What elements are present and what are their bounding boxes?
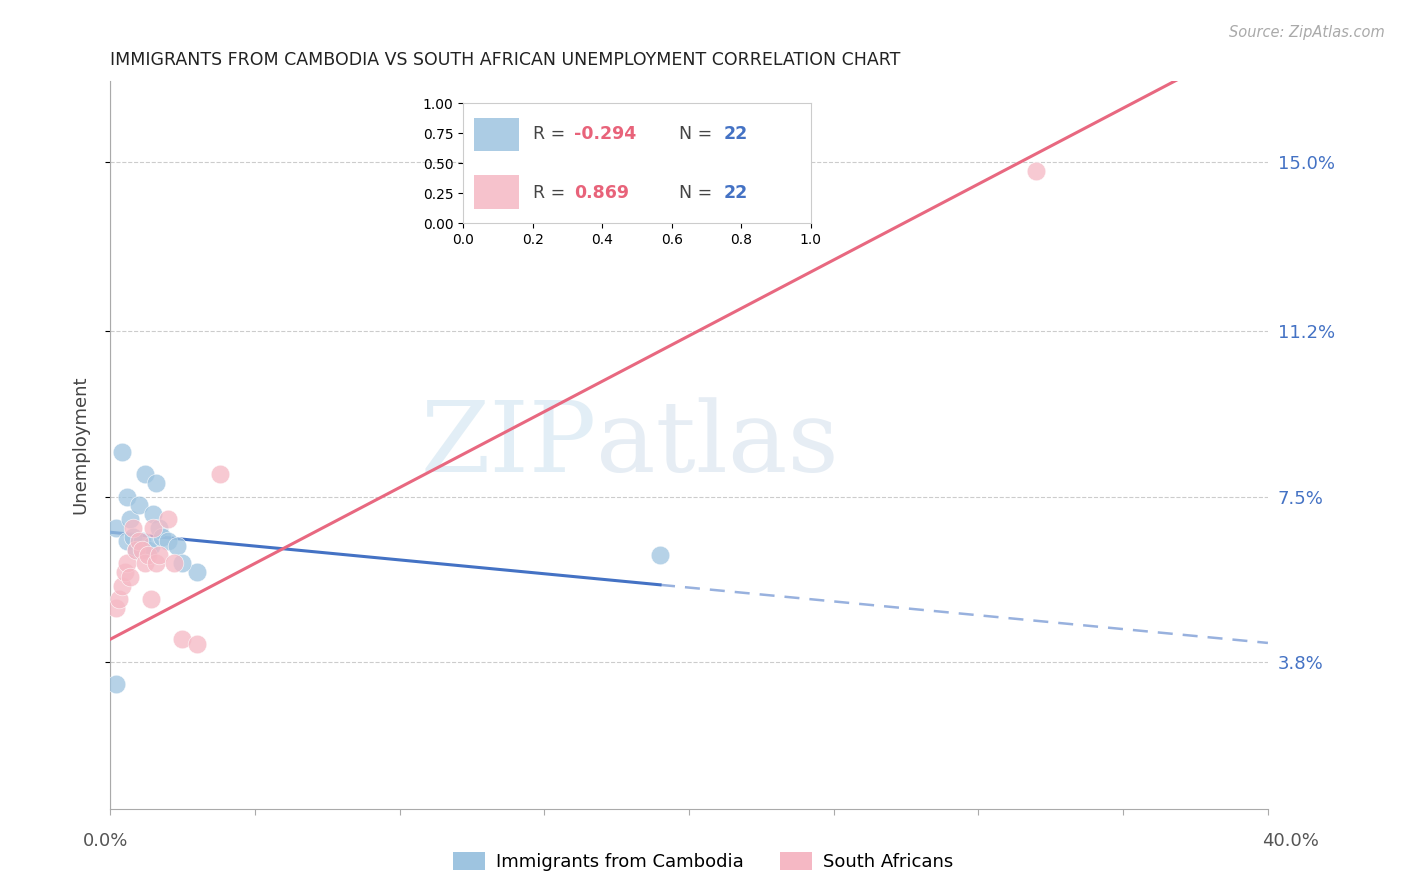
Point [111,445,134,459]
Point [150,530,173,544]
Point [128,499,150,513]
Point [120,512,142,526]
Point [136,543,159,558]
Point [186,637,208,651]
Point [117,557,139,571]
Point [142,508,165,522]
Legend: Immigrants from Cambodia, South Africans: Immigrants from Cambodia, South Africans [446,846,960,879]
Point [114,566,136,580]
Point [148,521,170,535]
Point [142,521,165,535]
Point [148,548,170,562]
Point [107,592,129,607]
Point [1025,163,1047,178]
Text: IMMIGRANTS FROM CAMBODIA VS SOUTH AFRICAN UNEMPLOYMENT CORRELATION CHART: IMMIGRANTS FROM CAMBODIA VS SOUTH AFRICA… [110,51,900,69]
Point [122,521,145,535]
Point [139,592,162,607]
Point [186,566,208,580]
Point [139,539,162,553]
Text: atlas: atlas [596,397,839,493]
Point [209,467,232,482]
Point [104,521,127,535]
Point [136,548,159,562]
Point [145,476,167,491]
Point [172,557,194,571]
Y-axis label: Unemployment: Unemployment [72,376,89,515]
Text: 0.0%: 0.0% [83,832,128,850]
Point [145,557,167,571]
Text: 40.0%: 40.0% [1263,832,1319,850]
Text: Source: ZipAtlas.com: Source: ZipAtlas.com [1229,25,1385,40]
Point [166,539,188,553]
Point [134,467,156,482]
Point [134,557,156,571]
Point [156,512,179,526]
Point [122,530,145,544]
Point [104,601,127,615]
Point [131,534,153,549]
Text: ZIP: ZIP [420,397,596,493]
Point [128,534,150,549]
Point [156,534,179,549]
Point [163,557,186,571]
Point [104,677,127,691]
Point [172,632,194,647]
Point [117,490,139,504]
Point [117,534,139,549]
Point [125,543,148,558]
Point [111,579,134,593]
Point [131,543,153,558]
Point [648,548,671,562]
Point [120,570,142,584]
Point [125,543,148,558]
